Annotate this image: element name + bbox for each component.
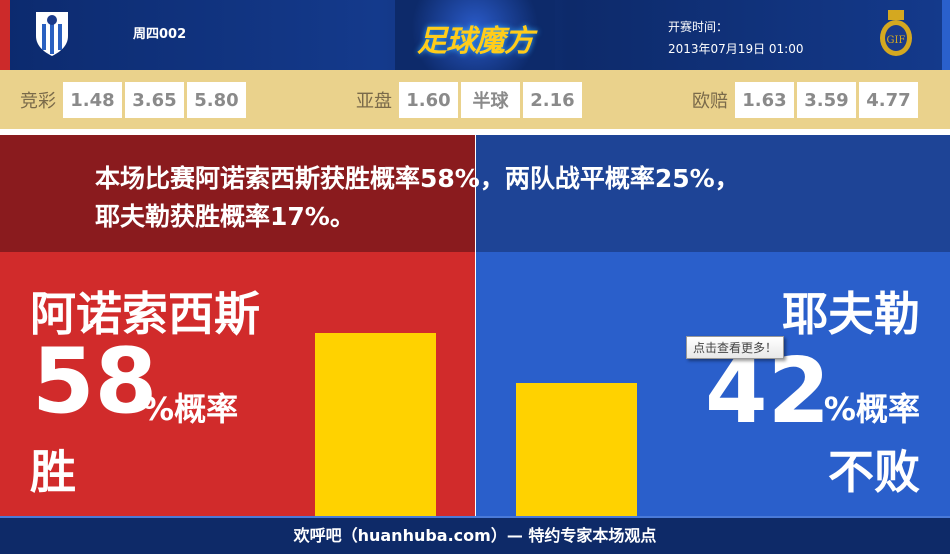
summary-left-bg <box>0 135 475 252</box>
brand-logo[interactable]: 足球魔方 <box>395 0 555 70</box>
odds-value: 1.48 <box>63 82 122 118</box>
odds-value: 3.65 <box>125 82 184 118</box>
svg-text:GIF: GIF <box>887 35 906 46</box>
match-header: 周四002 足球魔方 开赛时间： 2013年07月19日 01:00 GIF <box>0 0 950 70</box>
odds-value: 3.59 <box>797 82 856 118</box>
home-percent-unit: %概率 <box>142 390 239 428</box>
kickoff-time: 2013年07月19日 01:00 <box>668 42 804 56</box>
home-probability-bar <box>315 333 436 516</box>
odds-ouzhou: 欧赔 1.63 3.59 4.77 <box>692 82 918 118</box>
summary-text: 本场比赛阿诺索西斯获胜概率58%，两队战平概率25%， 耶夫勒获胜概率17%。 <box>95 164 740 231</box>
odds-value: 4.77 <box>859 82 918 118</box>
odds-value: 5.80 <box>187 82 246 118</box>
home-percent: 58 <box>32 329 158 434</box>
home-team-badge-icon <box>36 12 68 56</box>
away-percent-unit: %概率 <box>823 390 920 428</box>
away-outcome: 不败 <box>828 445 920 499</box>
away-team-name: 耶夫勒 <box>782 287 920 341</box>
odds-value: 半球 <box>461 82 520 118</box>
kickoff-label: 开赛时间： <box>668 20 729 34</box>
odds-jingcai: 竞彩 1.48 3.65 5.80 <box>20 82 246 118</box>
home-team-name: 阿诺索西斯 <box>30 287 260 341</box>
away-team-badge-icon: GIF <box>880 10 912 56</box>
more-tooltip[interactable]: 点击查看更多！ <box>686 336 785 359</box>
summary-right-bg <box>476 135 950 252</box>
home-outcome: 胜 <box>30 445 76 499</box>
odds-value: 1.63 <box>735 82 794 118</box>
odds-value: 1.60 <box>399 82 458 118</box>
away-probability-bar <box>516 383 637 516</box>
footer-banner[interactable]: 欢呼吧（huanhuba.com）— 特约专家本场观点 <box>0 516 950 554</box>
match-code: 周四002 <box>133 27 187 42</box>
odds-bar: 竞彩 1.48 3.65 5.80 亚盘 1.60 半球 2.16 欧赔 1.6… <box>0 70 950 132</box>
odds-yapan: 亚盘 1.60 半球 2.16 <box>356 82 582 118</box>
odds-value: 2.16 <box>523 82 582 118</box>
